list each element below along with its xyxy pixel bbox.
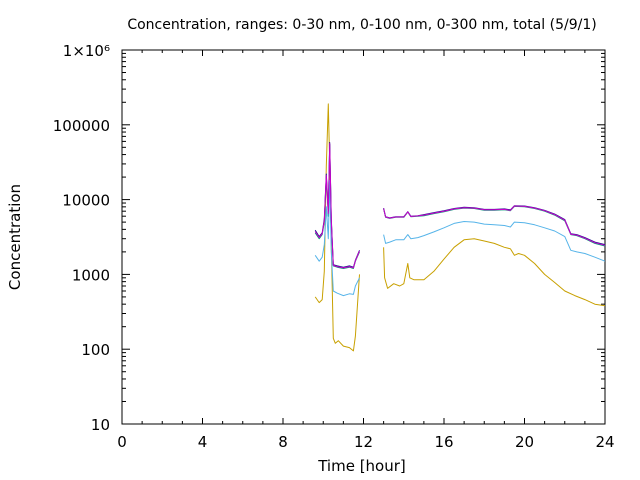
y-tick-label: 100	[81, 341, 110, 359]
series-line-5	[314, 143, 360, 269]
y-axis-label: Concentration	[6, 184, 24, 290]
plot-frame	[121, 49, 606, 425]
x-tick-label: 12	[354, 433, 373, 451]
y-tick-label: 100000	[53, 117, 110, 135]
y-tick-label: 10000	[62, 192, 110, 210]
series-line-3	[314, 180, 360, 297]
plot-lines	[314, 103, 606, 352]
series-line-2	[383, 205, 606, 247]
y-tick-label: 1000	[72, 266, 110, 284]
series-line-4	[314, 142, 360, 268]
x-tick-label: 16	[434, 433, 453, 451]
x-tick-label: 8	[278, 433, 288, 451]
series-line-3	[383, 221, 606, 262]
series-line-1	[314, 103, 360, 352]
x-tick-label: 0	[117, 433, 127, 451]
x-axis: 0 4 8 12 16 20 24	[117, 50, 615, 451]
series-line-2	[314, 143, 360, 269]
y-tick-label: 10	[91, 416, 110, 434]
x-tick-label: 4	[198, 433, 208, 451]
x-tick-label: 24	[595, 433, 614, 451]
series-line-1	[383, 238, 606, 307]
x-axis-label: Time [hour]	[317, 457, 406, 475]
y-tick-label: 1×10⁶	[63, 42, 110, 60]
chart-title: Concentration, ranges: 0-30 nm, 0-100 nm…	[127, 17, 596, 33]
series-line-5	[383, 205, 606, 246]
y-axis: 10 100 1000 10000 100000 1×10⁶	[53, 42, 605, 434]
x-tick-label: 20	[515, 433, 534, 451]
